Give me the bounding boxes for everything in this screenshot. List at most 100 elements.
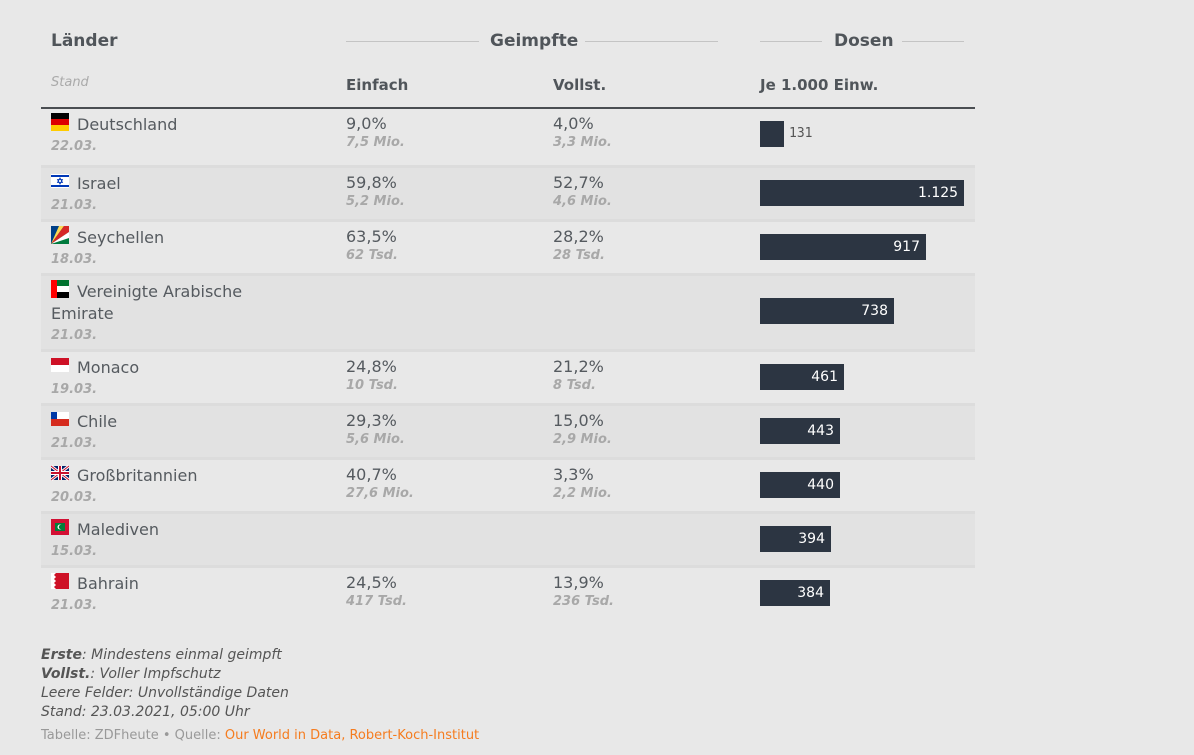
country-date: 20.03.	[51, 490, 98, 505]
country-date: 21.03.	[51, 198, 98, 213]
note-term: Erste	[41, 647, 82, 663]
vollst-cell: 13,9% 236 Tsd.	[553, 572, 614, 610]
header-rule	[41, 107, 975, 109]
einfach-abs: 7,5 Mio.	[346, 135, 405, 150]
source-prefix: Tabelle: ZDFheute • Quelle:	[41, 728, 225, 743]
vollst-abs: 2,9 Mio.	[553, 432, 612, 447]
vollst-pct: 13,9%	[553, 573, 604, 592]
vollst-cell: 3,3% 2,2 Mio.	[553, 464, 612, 502]
vollst-cell: 28,2% 28 Tsd.	[553, 226, 605, 264]
header-geimpfte: Geimpfte	[490, 31, 579, 51]
flag-sc-icon	[51, 226, 69, 244]
einfach-cell: 59,8% 5,2 Mio.	[346, 172, 405, 210]
einfach-cell: 9,0% 7,5 Mio.	[346, 113, 405, 151]
dosen-label: 394	[798, 531, 825, 547]
country-date: 18.03.	[51, 252, 98, 267]
country-cell: Vereinigte Arabische Emirate 21.03.	[51, 280, 281, 347]
einfach-abs: 27,6 Mio.	[346, 486, 414, 501]
dosen-bar	[760, 121, 784, 147]
country-name: Vereinigte Arabische Emirate	[51, 282, 243, 323]
einfach-abs: 10 Tsd.	[346, 378, 398, 393]
einfach-cell: 24,5% 417 Tsd.	[346, 572, 407, 610]
flag-il-icon	[51, 174, 69, 188]
einfach-abs: 417 Tsd.	[346, 594, 407, 609]
country-date: 19.03.	[51, 382, 98, 397]
divider	[346, 41, 479, 42]
divider	[760, 41, 822, 42]
country-name: Malediven	[77, 520, 159, 539]
vollst-pct: 21,2%	[553, 357, 604, 376]
einfach-pct: 63,5%	[346, 227, 397, 246]
flag-ae-icon	[51, 280, 69, 298]
country-cell: Chile 21.03.	[51, 410, 281, 455]
country-cell: Großbritannien 20.03.	[51, 464, 281, 509]
note-text: : Mindestens einmal geimpft	[82, 647, 282, 663]
dosen-bar	[760, 180, 964, 206]
country-date: 21.03.	[51, 436, 98, 451]
einfach-pct: 24,8%	[346, 357, 397, 376]
dosen-label: 1.125	[918, 185, 959, 201]
dosen-bar	[760, 472, 840, 498]
table-row: Seychellen 18.03. 63,5% 62 Tsd. 28,2% 28 Tsd.…	[41, 219, 975, 273]
table-row: Monaco 19.03. 24,8% 10 Tsd. 21,2% 8 Tsd. 461	[41, 349, 975, 403]
flag-mv-icon	[51, 519, 69, 535]
dosen-label: 131	[789, 126, 813, 141]
vollst-cell: 15,0% 2,9 Mio.	[553, 410, 612, 448]
flag-gb-icon	[51, 464, 69, 482]
vollst-abs: 3,3 Mio.	[553, 135, 612, 150]
flag-cl-icon	[51, 412, 69, 426]
vollst-pct: 4,0%	[553, 114, 594, 133]
country-cell: Monaco 19.03.	[51, 356, 281, 401]
header-einfach: Einfach	[346, 76, 409, 94]
vollst-abs: 236 Tsd.	[553, 594, 614, 609]
note-stand: Stand: 23.03.2021, 05:00 Uhr	[41, 704, 250, 720]
dosen-label: 917	[893, 239, 920, 255]
table-row: Israel 21.03. 59,8% 5,2 Mio. 52,7% 4,6 Mio. 1.…	[41, 165, 975, 219]
note-text: Leere Felder: Unvollständige Daten	[41, 685, 289, 701]
country-name: Seychellen	[77, 228, 165, 247]
source-line: Tabelle: ZDFheute • Quelle: Our World in…	[41, 728, 479, 743]
einfach-pct: 9,0%	[346, 114, 387, 133]
footnotes: Erste: Mindestens einmal geimpft Vollst.…	[41, 646, 289, 722]
country-cell: Israel 21.03.	[51, 172, 281, 217]
header-dosen: Dosen	[834, 31, 894, 51]
dosen-label: 440	[807, 477, 834, 493]
dosen-bar	[760, 526, 831, 552]
country-name: Bahrain	[77, 574, 139, 593]
header-vollst: Vollst.	[553, 76, 607, 94]
header-laender: Länder	[51, 31, 118, 51]
country-name: Israel	[77, 174, 121, 193]
country-date: 21.03.	[51, 598, 98, 613]
country-name: Chile	[77, 412, 118, 431]
vollst-abs: 2,2 Mio.	[553, 486, 612, 501]
vollst-pct: 52,7%	[553, 173, 604, 192]
table-row: Malediven 15.03. 394	[41, 511, 975, 565]
dosen-label: 461	[811, 369, 838, 385]
table-row: Großbritannien 20.03. 40,7% 27,6 Mio. 3,3% 2,…	[41, 457, 975, 511]
country-date: 21.03.	[51, 328, 98, 343]
vollst-pct: 3,3%	[553, 465, 594, 484]
vollst-cell: 52,7% 4,6 Mio.	[553, 172, 612, 210]
table-row: Deutschland 22.03. 9,0% 7,5 Mio. 4,0% 3,3 Mio…	[41, 109, 975, 165]
country-cell: Deutschland 22.03.	[51, 113, 281, 158]
table-row: Chile 21.03. 29,3% 5,6 Mio. 15,0% 2,9 Mio. 443	[41, 403, 975, 457]
vollst-pct: 15,0%	[553, 411, 604, 430]
einfach-cell: 29,3% 5,6 Mio.	[346, 410, 405, 448]
divider	[902, 41, 964, 42]
country-name: Deutschland	[77, 115, 178, 134]
einfach-pct: 24,5%	[346, 573, 397, 592]
country-cell: Malediven 15.03.	[51, 518, 281, 563]
note-text: : Voller Impfschutz	[90, 666, 221, 682]
source-link[interactable]: Our World in Data, Robert-Koch-Institut	[224, 728, 480, 743]
einfach-cell: 63,5% 62 Tsd.	[346, 226, 398, 264]
dosen-bar	[760, 418, 840, 444]
divider	[585, 41, 718, 42]
einfach-pct: 29,3%	[346, 411, 397, 430]
einfach-cell: 24,8% 10 Tsd.	[346, 356, 398, 394]
vollst-cell: 21,2% 8 Tsd.	[553, 356, 604, 394]
country-date: 15.03.	[51, 544, 98, 559]
country-date: 22.03.	[51, 139, 98, 154]
einfach-abs: 5,6 Mio.	[346, 432, 405, 447]
country-cell: Bahrain 21.03.	[51, 572, 281, 617]
vollst-abs: 8 Tsd.	[553, 378, 596, 393]
